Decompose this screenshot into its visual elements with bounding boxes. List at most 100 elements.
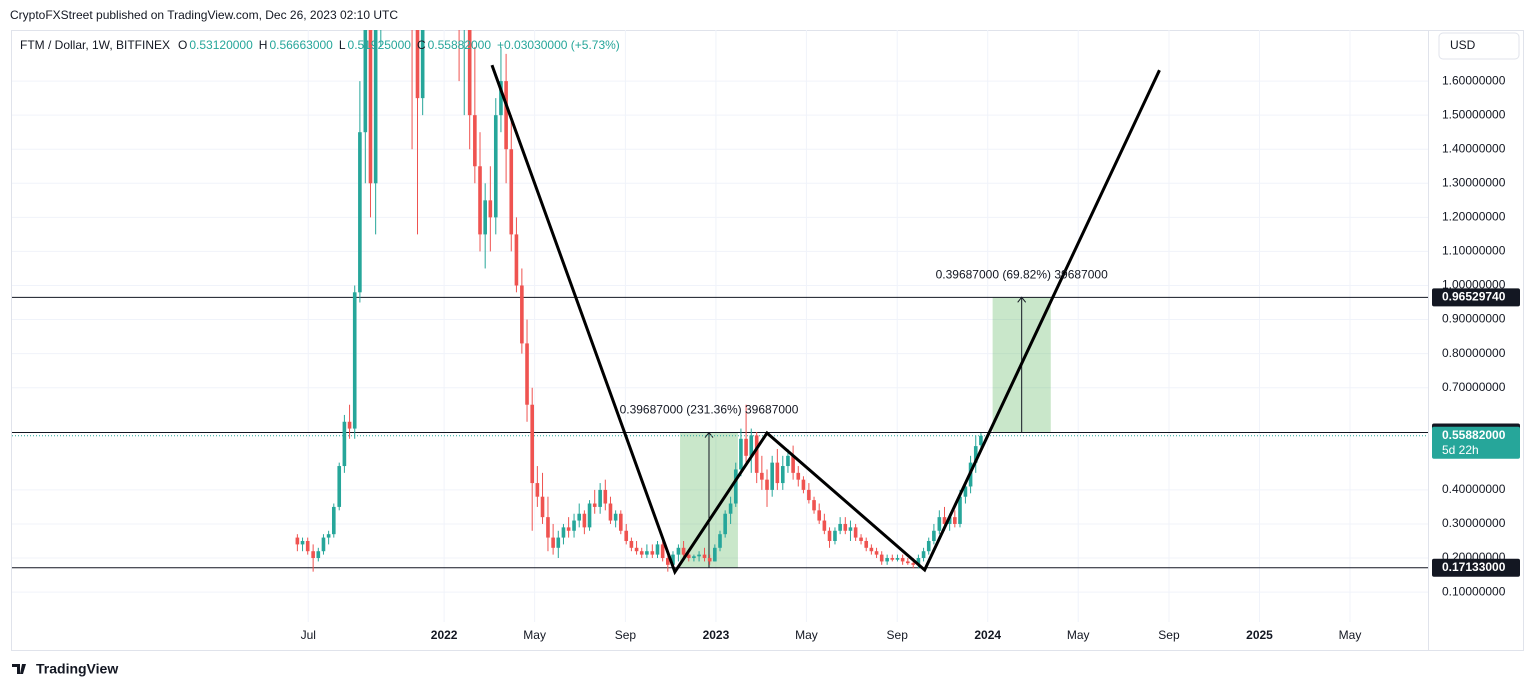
last-price-label: 0.55882000: [1442, 428, 1506, 442]
candle-body: [566, 527, 571, 531]
candle-body: [561, 527, 566, 538]
candle-body: [483, 200, 487, 235]
candle-body: [660, 544, 665, 559]
candle-body: [420, 30, 425, 99]
x-tick-label: 2023: [703, 628, 730, 642]
plot-area: [12, 0, 1428, 622]
candle-body: [613, 513, 618, 521]
candle-body: [791, 455, 795, 473]
candle-body: [879, 554, 884, 562]
candle-body: [525, 343, 529, 405]
measure-label: 0.39687000 (231.36%) 39687000: [620, 403, 799, 417]
candle-body: [415, 30, 420, 99]
y-tick-label: 0.90000000: [1442, 312, 1506, 326]
candle-body: [582, 513, 587, 528]
candle-body: [937, 517, 942, 531]
candle-body: [786, 455, 790, 467]
candle-body: [895, 558, 900, 560]
candle-body: [958, 496, 962, 524]
branding: TradingView: [36, 661, 118, 677]
x-tick-label: Sep: [887, 628, 909, 642]
candle-body: [760, 472, 764, 480]
candle-body: [608, 503, 613, 521]
y-tick-label: 1.30000000: [1442, 175, 1506, 189]
candle-body: [363, 30, 368, 133]
candle-body: [540, 496, 545, 518]
candle-body: [681, 547, 686, 555]
ohlc-value: 0.55882000: [428, 38, 492, 52]
candle-body: [905, 561, 910, 564]
candle-body: [587, 503, 592, 528]
candle-body: [775, 462, 780, 484]
y-tick-label: 0.40000000: [1442, 482, 1506, 496]
candle-body: [666, 558, 670, 565]
candle-body: [707, 558, 712, 562]
candle-body: [639, 551, 644, 555]
candle-body: [311, 551, 315, 559]
candle-body: [796, 472, 801, 480]
frame: [11, 30, 1524, 651]
candle-body: [686, 554, 691, 559]
candle-body: [352, 292, 357, 429]
ohlc-key: O: [178, 38, 187, 52]
candle-body: [874, 551, 879, 555]
candle-body: [843, 523, 848, 531]
candle-body: [624, 530, 629, 541]
candle-body: [713, 547, 717, 562]
candle-body: [572, 520, 576, 531]
symbol-title: FTM / Dollar, 1W, BITFINEX: [20, 38, 170, 52]
x-tick-label: 2024: [974, 628, 1001, 642]
y-tick-label: 0.10000000: [1442, 584, 1506, 598]
candle-body: [556, 537, 561, 548]
candle-body: [520, 285, 524, 344]
candle-body: [514, 234, 519, 286]
candle-body: [650, 551, 655, 555]
candle-body: [358, 132, 362, 293]
candle-body: [645, 551, 649, 555]
candle-body: [979, 435, 983, 446]
y-tick-label: 0.70000000: [1442, 380, 1506, 394]
candle-body: [697, 554, 701, 557]
candle-body: [890, 558, 895, 560]
candle-body: [473, 115, 477, 167]
ohlc-key: L: [339, 38, 346, 52]
candle-body: [702, 554, 707, 559]
candle-body: [932, 530, 936, 541]
candle-body: [295, 537, 300, 545]
candle-body: [947, 517, 952, 524]
candle-body: [953, 517, 957, 524]
level-price-label: 0.96529740: [1442, 289, 1506, 303]
candle-body: [316, 551, 321, 559]
y-tick-label: 1.20000000: [1442, 210, 1506, 224]
candle-body: [942, 517, 947, 524]
candle-body: [337, 466, 342, 507]
candle-body: [926, 540, 931, 552]
candle-body: [838, 523, 842, 531]
candle-body: [853, 527, 858, 538]
currency[interactable]: USD: [1450, 38, 1476, 52]
candle-body: [535, 483, 540, 497]
axes: 0.100000000.200000000.300000000.40000000…: [301, 73, 1520, 642]
candle-body: [827, 530, 832, 541]
x-tick-label: 2025: [1246, 628, 1273, 642]
candle-body: [765, 479, 769, 490]
level-price-box: [1432, 558, 1520, 577]
candle-body: [305, 540, 310, 552]
candle-body: [629, 540, 634, 548]
level-price-box: [1432, 288, 1520, 307]
tv-logo: TradingView: [12, 661, 118, 677]
candle-body: [499, 81, 503, 116]
candle-body: [467, 30, 472, 116]
level-price-label: 0.17133000: [1442, 560, 1506, 574]
candle-body: [676, 547, 681, 555]
candle-body: [754, 435, 759, 473]
candle-body: [718, 534, 722, 548]
candle-body: [770, 462, 774, 490]
candle-body: [410, 0, 414, 13]
candle-body: [833, 530, 837, 541]
currency-button[interactable]: [1438, 32, 1520, 60]
candle-body: [331, 506, 336, 535]
candle-body: [347, 421, 352, 429]
